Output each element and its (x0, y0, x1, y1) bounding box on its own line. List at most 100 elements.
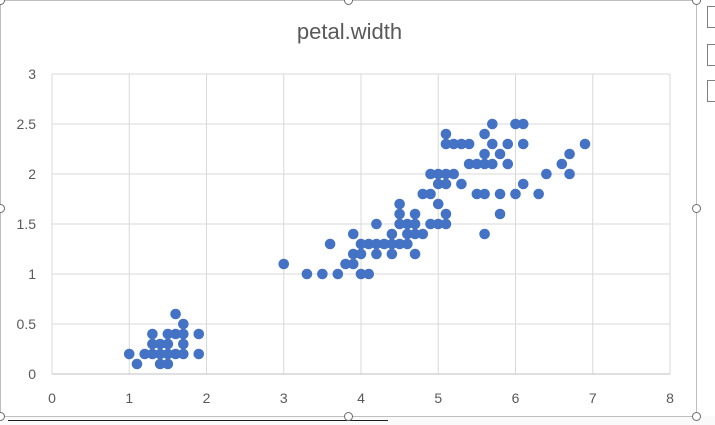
data-point[interactable] (448, 138, 460, 150)
data-point[interactable] (425, 218, 436, 230)
data-point[interactable] (162, 328, 174, 340)
data-point[interactable] (541, 168, 552, 180)
data-point[interactable] (440, 208, 452, 220)
data-point[interactable] (564, 148, 575, 160)
data-point[interactable] (324, 238, 336, 250)
chart-area[interactable]: petal.width 0 1 2 3 4 5 6 7 8 0 0.5 1 1.5 2 2.5 3 (0, 0, 697, 417)
resize-handle-bottom-right[interactable] (692, 412, 701, 421)
data-point[interactable] (494, 208, 506, 220)
data-point[interactable] (162, 358, 174, 370)
data-point[interactable] (432, 218, 444, 230)
data-point[interactable] (378, 238, 390, 250)
plot-area[interactable]: 0 1 2 3 4 5 6 7 8 0 0.5 1 1.5 2 2.5 3 (1, 1, 698, 418)
worksheet-cell[interactable] (707, 80, 715, 102)
data-point[interactable] (347, 248, 359, 260)
data-point[interactable] (317, 268, 328, 280)
data-point[interactable] (502, 138, 514, 150)
data-point[interactable] (154, 338, 166, 350)
data-point[interactable] (440, 218, 452, 230)
data-point[interactable] (347, 258, 359, 270)
data-point[interactable] (170, 328, 181, 340)
data-point[interactable] (417, 228, 429, 240)
worksheet-cell[interactable] (707, 6, 715, 28)
data-point[interactable] (162, 348, 174, 360)
data-point[interactable] (409, 228, 421, 240)
resize-handle-top[interactable] (344, 0, 353, 5)
data-point[interactable] (394, 218, 405, 230)
resize-handle-right[interactable] (692, 204, 701, 213)
chart-title[interactable]: petal.width (296, 19, 403, 44)
data-point[interactable] (425, 168, 436, 180)
data-point[interactable] (340, 258, 351, 270)
data-point[interactable] (147, 348, 158, 360)
data-point[interactable] (332, 268, 344, 280)
data-point[interactable] (494, 148, 506, 160)
data-point[interactable] (471, 188, 483, 200)
data-point[interactable] (432, 168, 444, 180)
data-point[interactable] (417, 188, 429, 200)
data-point[interactable] (479, 158, 490, 170)
data-point[interactable] (479, 188, 490, 200)
data-point[interactable] (355, 248, 367, 260)
data-point[interactable] (402, 228, 413, 240)
data-point[interactable] (479, 228, 490, 240)
resize-handle-bottom-left[interactable] (0, 412, 5, 421)
data-point[interactable] (479, 148, 490, 160)
data-point[interactable] (440, 128, 452, 140)
data-point[interactable] (479, 128, 490, 140)
data-point[interactable] (386, 228, 398, 240)
data-point[interactable] (371, 218, 382, 230)
data-point[interactable] (402, 218, 413, 230)
data-point[interactable] (394, 208, 405, 220)
data-point[interactable] (193, 348, 205, 360)
data-point[interactable] (178, 328, 189, 340)
data-point[interactable] (579, 138, 591, 150)
data-point[interactable] (517, 118, 529, 130)
data-point[interactable] (355, 268, 367, 280)
data-point[interactable] (494, 188, 506, 200)
data-point[interactable] (440, 138, 452, 150)
data-point[interactable] (556, 158, 568, 170)
data-point[interactable] (178, 318, 189, 330)
data-point[interactable] (425, 188, 436, 200)
data-point[interactable] (487, 158, 498, 170)
data-point[interactable] (463, 138, 475, 150)
data-point[interactable] (154, 348, 166, 360)
data-point[interactable] (456, 138, 467, 150)
data-point[interactable] (402, 238, 413, 250)
data-point[interactable] (178, 338, 189, 350)
data-point[interactable] (193, 328, 205, 340)
resize-handle-top-right[interactable] (692, 0, 701, 5)
data-point[interactable] (386, 248, 398, 260)
data-point[interactable] (409, 208, 421, 220)
data-point[interactable] (355, 238, 367, 250)
data-point[interactable] (170, 348, 181, 360)
data-point[interactable] (371, 248, 382, 260)
data-point[interactable] (564, 168, 575, 180)
data-point[interactable] (448, 168, 460, 180)
data-point[interactable] (301, 268, 313, 280)
data-point[interactable] (394, 238, 405, 250)
data-point[interactable] (363, 268, 375, 280)
data-point[interactable] (394, 198, 405, 210)
data-point[interactable] (517, 178, 529, 190)
data-point[interactable] (440, 168, 452, 180)
data-point[interactable] (147, 338, 158, 350)
data-point[interactable] (363, 238, 375, 250)
data-point[interactable] (487, 118, 498, 130)
data-point[interactable] (409, 218, 421, 230)
data-point[interactable] (178, 348, 189, 360)
data-point[interactable] (432, 198, 444, 210)
data-point[interactable] (533, 188, 544, 200)
data-point[interactable] (510, 188, 521, 200)
data-point[interactable] (147, 328, 158, 340)
resize-handle-top-left[interactable] (0, 0, 5, 5)
data-point[interactable] (386, 238, 398, 250)
data-point[interactable] (170, 308, 181, 320)
resize-handle-bottom[interactable] (344, 412, 353, 421)
data-point[interactable] (371, 238, 382, 250)
data-point[interactable] (123, 348, 135, 360)
data-point[interactable] (440, 178, 452, 190)
data-point[interactable] (162, 338, 174, 350)
data-point[interactable] (432, 178, 444, 190)
